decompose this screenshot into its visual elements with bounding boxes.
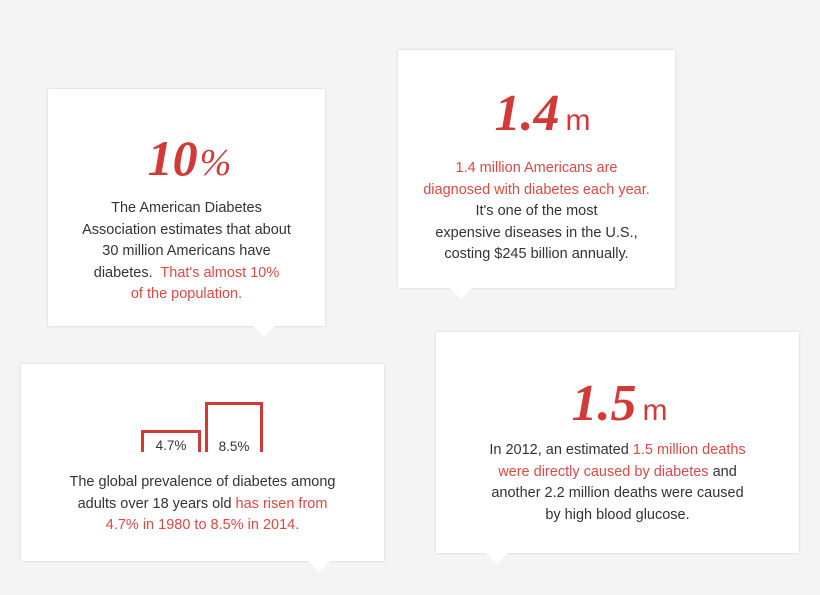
description-line: were directly caused by diabetes and xyxy=(436,462,799,484)
stat-headline: 1.4 m xyxy=(410,88,675,140)
highlight-line: 4.7% in 1980 to 8.5% in 2014. xyxy=(105,517,300,533)
stat-unit: % xyxy=(199,142,232,184)
stat-card-global-prevalence: 4.7% 8.5% The global prevalence of diabe… xyxy=(21,364,384,572)
prevalence-bar-2014: 8.5% xyxy=(205,402,263,454)
description-line: Association estimates that about xyxy=(82,221,291,238)
description-line: 30 million Americans have xyxy=(102,243,271,259)
description-line: another 2.2 million deaths were caused xyxy=(491,485,744,501)
stat-number: 10 xyxy=(147,130,198,186)
description-line: costing $245 billion annually. xyxy=(444,246,629,262)
bar-label: 8.5% xyxy=(218,439,250,454)
stat-description: 1.4 million Americans are diagnosed with… xyxy=(398,158,675,266)
stat-card-deaths: 1.5 m In 2012, an estimated 1.5 million d… xyxy=(436,332,799,564)
stat-description: The American Diabetes Association estima… xyxy=(48,198,325,306)
prevalence-bar-1980: 4.7% xyxy=(141,430,201,453)
highlight-text: 1.5 million deaths xyxy=(632,442,746,458)
description-text: adults over 18 years old xyxy=(77,495,236,512)
highlight-text: has risen from xyxy=(235,495,328,512)
stat-unit: m xyxy=(642,394,668,427)
stat-unit: m xyxy=(565,104,591,137)
highlight-line: 1.4 million Americans are xyxy=(455,160,618,176)
highlight-line: diagnosed with diabetes each year. xyxy=(423,181,650,198)
description-line: The global prevalence of diabetes among xyxy=(69,474,336,490)
description-line: expensive diseases in the U.S., xyxy=(435,224,638,241)
stat-headline: 10% xyxy=(54,133,325,183)
highlight-text: That's almost 10% xyxy=(160,264,280,281)
description-line: diabetes. That's almost 10% xyxy=(48,263,325,285)
highlight-text: were directly caused by diabetes xyxy=(498,463,709,480)
description-text: In 2012, an estimated xyxy=(489,442,633,458)
stat-headline: 1.5 m xyxy=(440,378,799,430)
stat-description: In 2012, an estimated 1.5 million deaths… xyxy=(436,440,799,526)
bar-label: 4.7% xyxy=(155,438,187,453)
stat-number: 1.5 xyxy=(571,375,637,432)
stat-card-new-diagnoses: 1.4 m 1.4 million Americans are diagnosed… xyxy=(398,50,675,299)
description-line: The American Diabetes xyxy=(111,200,262,216)
highlight-line: of the population. xyxy=(130,286,243,302)
description-line: It's one of the most xyxy=(475,203,598,219)
description-text: diabetes. xyxy=(93,264,161,281)
stat-number: 1.4 xyxy=(494,85,560,142)
description-line: In 2012, an estimated 1.5 million deaths xyxy=(436,440,799,462)
stat-description: The global prevalence of diabetes among … xyxy=(21,472,384,537)
description-text: and xyxy=(708,463,737,480)
stat-card-ten-percent: 10% The American Diabetes Association es… xyxy=(48,89,325,337)
description-line: adults over 18 years old has risen from xyxy=(21,494,384,516)
description-line: by high blood glucose. xyxy=(545,506,690,523)
